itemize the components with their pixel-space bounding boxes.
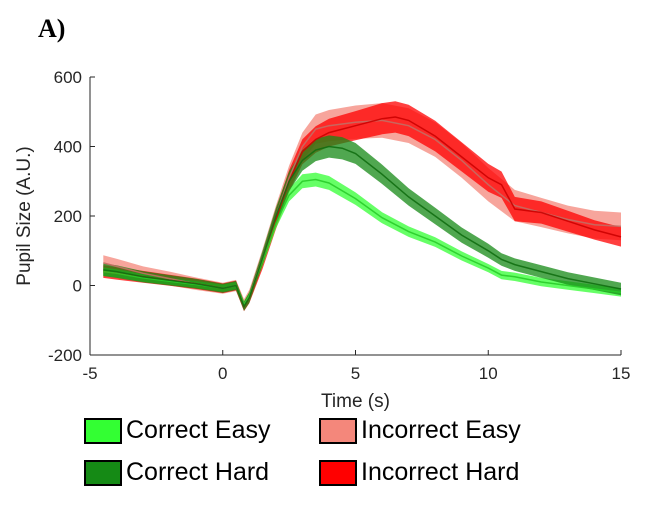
legend-swatch-correct-hard [84,459,122,486]
legend-item-correct-hard: Correct Hard [84,458,269,487]
x-tick-label: 5 [351,364,360,383]
y-tick-label: 400 [54,138,82,157]
y-tick-label: -200 [48,346,82,365]
legend: Correct Easy Incorrect Easy Correct Hard… [84,412,564,492]
mean-lines [103,116,622,309]
y-tick-label: 200 [54,207,82,226]
y-tick-label: 600 [54,68,82,87]
legend-item-correct-easy: Correct Easy [84,416,270,445]
legend-item-incorrect-easy: Incorrect Easy [319,416,521,445]
x-tick-label: 10 [479,364,498,383]
error-band-correct-easy [103,172,622,309]
legend-label-correct-easy: Correct Easy [126,416,271,444]
y-tick-label: 0 [73,277,82,296]
error-bands [103,101,622,312]
series-line-correct-hard [103,145,622,309]
x-axis-label: Time (s) [321,391,390,412]
legend-swatch-correct-easy [84,417,122,444]
legend-label-incorrect-hard: Incorrect Hard [361,458,520,486]
legend-label-correct-hard: Correct Hard [126,458,270,486]
legend-item-incorrect-hard: Incorrect Hard [319,458,519,487]
legend-swatch-incorrect-hard [319,459,357,486]
x-tick-label: -5 [82,364,97,383]
legend-label-incorrect-easy: Incorrect Easy [361,416,521,444]
x-tick-label: 0 [218,364,227,383]
axes: -5 0 5 10 15 -200 0 200 400 600 [48,68,630,383]
panel-label: A) [38,14,66,43]
x-tick-label: 15 [612,364,631,383]
y-axis-label: Pupil Size (A.U.) [14,146,35,285]
legend-swatch-incorrect-easy [319,417,357,444]
